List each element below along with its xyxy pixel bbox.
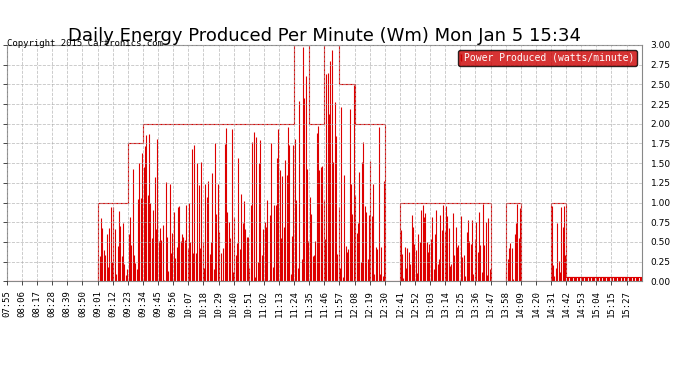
Legend: Power Produced (watts/minute): Power Produced (watts/minute): [457, 50, 637, 66]
Text: Copyright 2015 Cartronics.com: Copyright 2015 Cartronics.com: [7, 39, 163, 48]
Title: Daily Energy Produced Per Minute (Wm) Mon Jan 5 15:34: Daily Energy Produced Per Minute (Wm) Mo…: [68, 27, 581, 45]
